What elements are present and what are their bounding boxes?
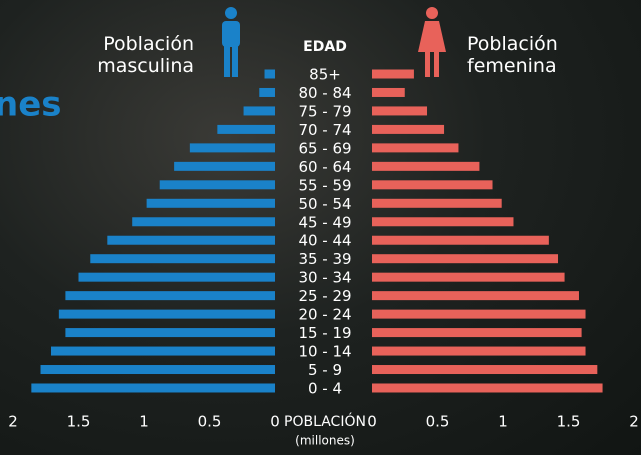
- x-axis-title: POBLACIÓN: [284, 412, 366, 430]
- age-label: 85+: [309, 66, 341, 84]
- bar: [79, 273, 276, 282]
- bar: [372, 199, 502, 208]
- bar: [372, 125, 444, 134]
- age-label: 0 - 4: [308, 379, 342, 397]
- x-tick-label: 1: [498, 413, 508, 431]
- legend-female: Población femenina: [467, 33, 597, 77]
- bar: [372, 162, 479, 171]
- x-tick-label: 0: [270, 413, 280, 431]
- bar: [244, 106, 275, 115]
- bar: [372, 383, 603, 392]
- x-tick-label: 1.5: [557, 413, 581, 431]
- bar: [190, 143, 275, 152]
- bar: [372, 328, 582, 337]
- age-label: 60 - 64: [298, 158, 351, 176]
- age-label: 45 - 49: [298, 213, 351, 231]
- age-label: 35 - 39: [298, 250, 351, 268]
- x-axis-unit: (millones): [295, 434, 355, 448]
- age-label: 25 - 29: [298, 287, 351, 305]
- age-label: 20 - 24: [298, 306, 351, 324]
- bar: [41, 365, 275, 374]
- male-icon: [222, 7, 240, 77]
- x-tick-label: 0.5: [426, 413, 450, 431]
- x-tick-label: 0: [367, 413, 377, 431]
- bar: [174, 162, 275, 171]
- bar: [372, 254, 558, 263]
- age-label: 70 - 74: [298, 121, 351, 139]
- age-label: 10 - 14: [298, 343, 351, 361]
- bar: [217, 125, 275, 134]
- bar: [372, 88, 405, 97]
- x-tick-label: 1: [139, 413, 149, 431]
- bar: [372, 310, 586, 319]
- bar: [372, 236, 549, 245]
- age-header: EDAD: [303, 39, 347, 55]
- bar: [132, 217, 275, 226]
- x-tick-label: 2: [629, 413, 639, 431]
- x-tick-label: 1.5: [67, 413, 91, 431]
- legend-male: Población masculina: [64, 33, 194, 77]
- age-label: 5 - 9: [308, 361, 342, 379]
- bar: [107, 236, 275, 245]
- bar: [265, 70, 275, 79]
- age-label: 65 - 69: [298, 139, 351, 157]
- age-label: 30 - 34: [298, 269, 351, 287]
- bar: [31, 383, 275, 392]
- bar: [59, 310, 275, 319]
- bar: [372, 143, 458, 152]
- bar: [160, 180, 275, 189]
- bar: [259, 88, 275, 97]
- bar: [372, 217, 513, 226]
- page: nes EDAD POBLACIÓN (millones) 85+80 - 84…: [0, 0, 641, 455]
- age-label: 80 - 84: [298, 84, 351, 102]
- bar: [372, 106, 427, 115]
- age-label: 50 - 54: [298, 195, 351, 213]
- age-label: 15 - 19: [298, 324, 351, 342]
- age-label: 75 - 79: [298, 102, 351, 120]
- bar: [51, 347, 275, 356]
- bar: [65, 328, 275, 337]
- bar: [372, 273, 565, 282]
- age-label: 55 - 59: [298, 176, 351, 194]
- title-fragment: nes: [0, 85, 62, 125]
- bar: [65, 291, 275, 300]
- bar: [372, 347, 586, 356]
- bar: [372, 291, 579, 300]
- bar: [372, 365, 597, 374]
- female-icon: [418, 7, 446, 77]
- x-tick-label: 2: [8, 413, 18, 431]
- bar: [90, 254, 275, 263]
- age-label: 40 - 44: [298, 232, 351, 250]
- bar: [147, 199, 275, 208]
- x-tick-label: 0.5: [198, 413, 222, 431]
- bar: [372, 180, 493, 189]
- bar: [372, 70, 414, 79]
